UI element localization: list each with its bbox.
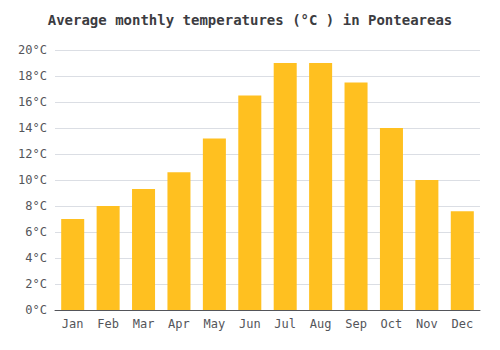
svg-text:Jul: Jul xyxy=(274,317,296,331)
svg-text:20°C: 20°C xyxy=(18,43,47,57)
svg-text:10°C: 10°C xyxy=(18,173,47,187)
svg-text:18°C: 18°C xyxy=(18,69,47,83)
svg-text:Nov: Nov xyxy=(416,317,438,331)
svg-text:Apr: Apr xyxy=(168,317,190,331)
svg-text:16°C: 16°C xyxy=(18,95,47,109)
svg-text:14°C: 14°C xyxy=(18,121,47,135)
svg-text:6°C: 6°C xyxy=(25,225,47,239)
svg-text:2°C: 2°C xyxy=(25,277,47,291)
svg-text:Jan: Jan xyxy=(62,317,84,331)
svg-text:Feb: Feb xyxy=(97,317,119,331)
svg-text:12°C: 12°C xyxy=(18,147,47,161)
svg-text:Average monthly temperatures (: Average monthly temperatures (°C ) in Po… xyxy=(48,12,453,28)
svg-text:Sep: Sep xyxy=(345,317,367,331)
svg-text:Dec: Dec xyxy=(451,317,473,331)
svg-text:Mar: Mar xyxy=(133,317,155,331)
svg-text:Aug: Aug xyxy=(310,317,332,331)
svg-text:Oct: Oct xyxy=(381,317,403,331)
svg-text:Jun: Jun xyxy=(239,317,261,331)
svg-text:May: May xyxy=(204,317,226,331)
svg-text:0°C: 0°C xyxy=(25,303,47,317)
svg-text:8°C: 8°C xyxy=(25,199,47,213)
svg-text:4°C: 4°C xyxy=(25,251,47,265)
